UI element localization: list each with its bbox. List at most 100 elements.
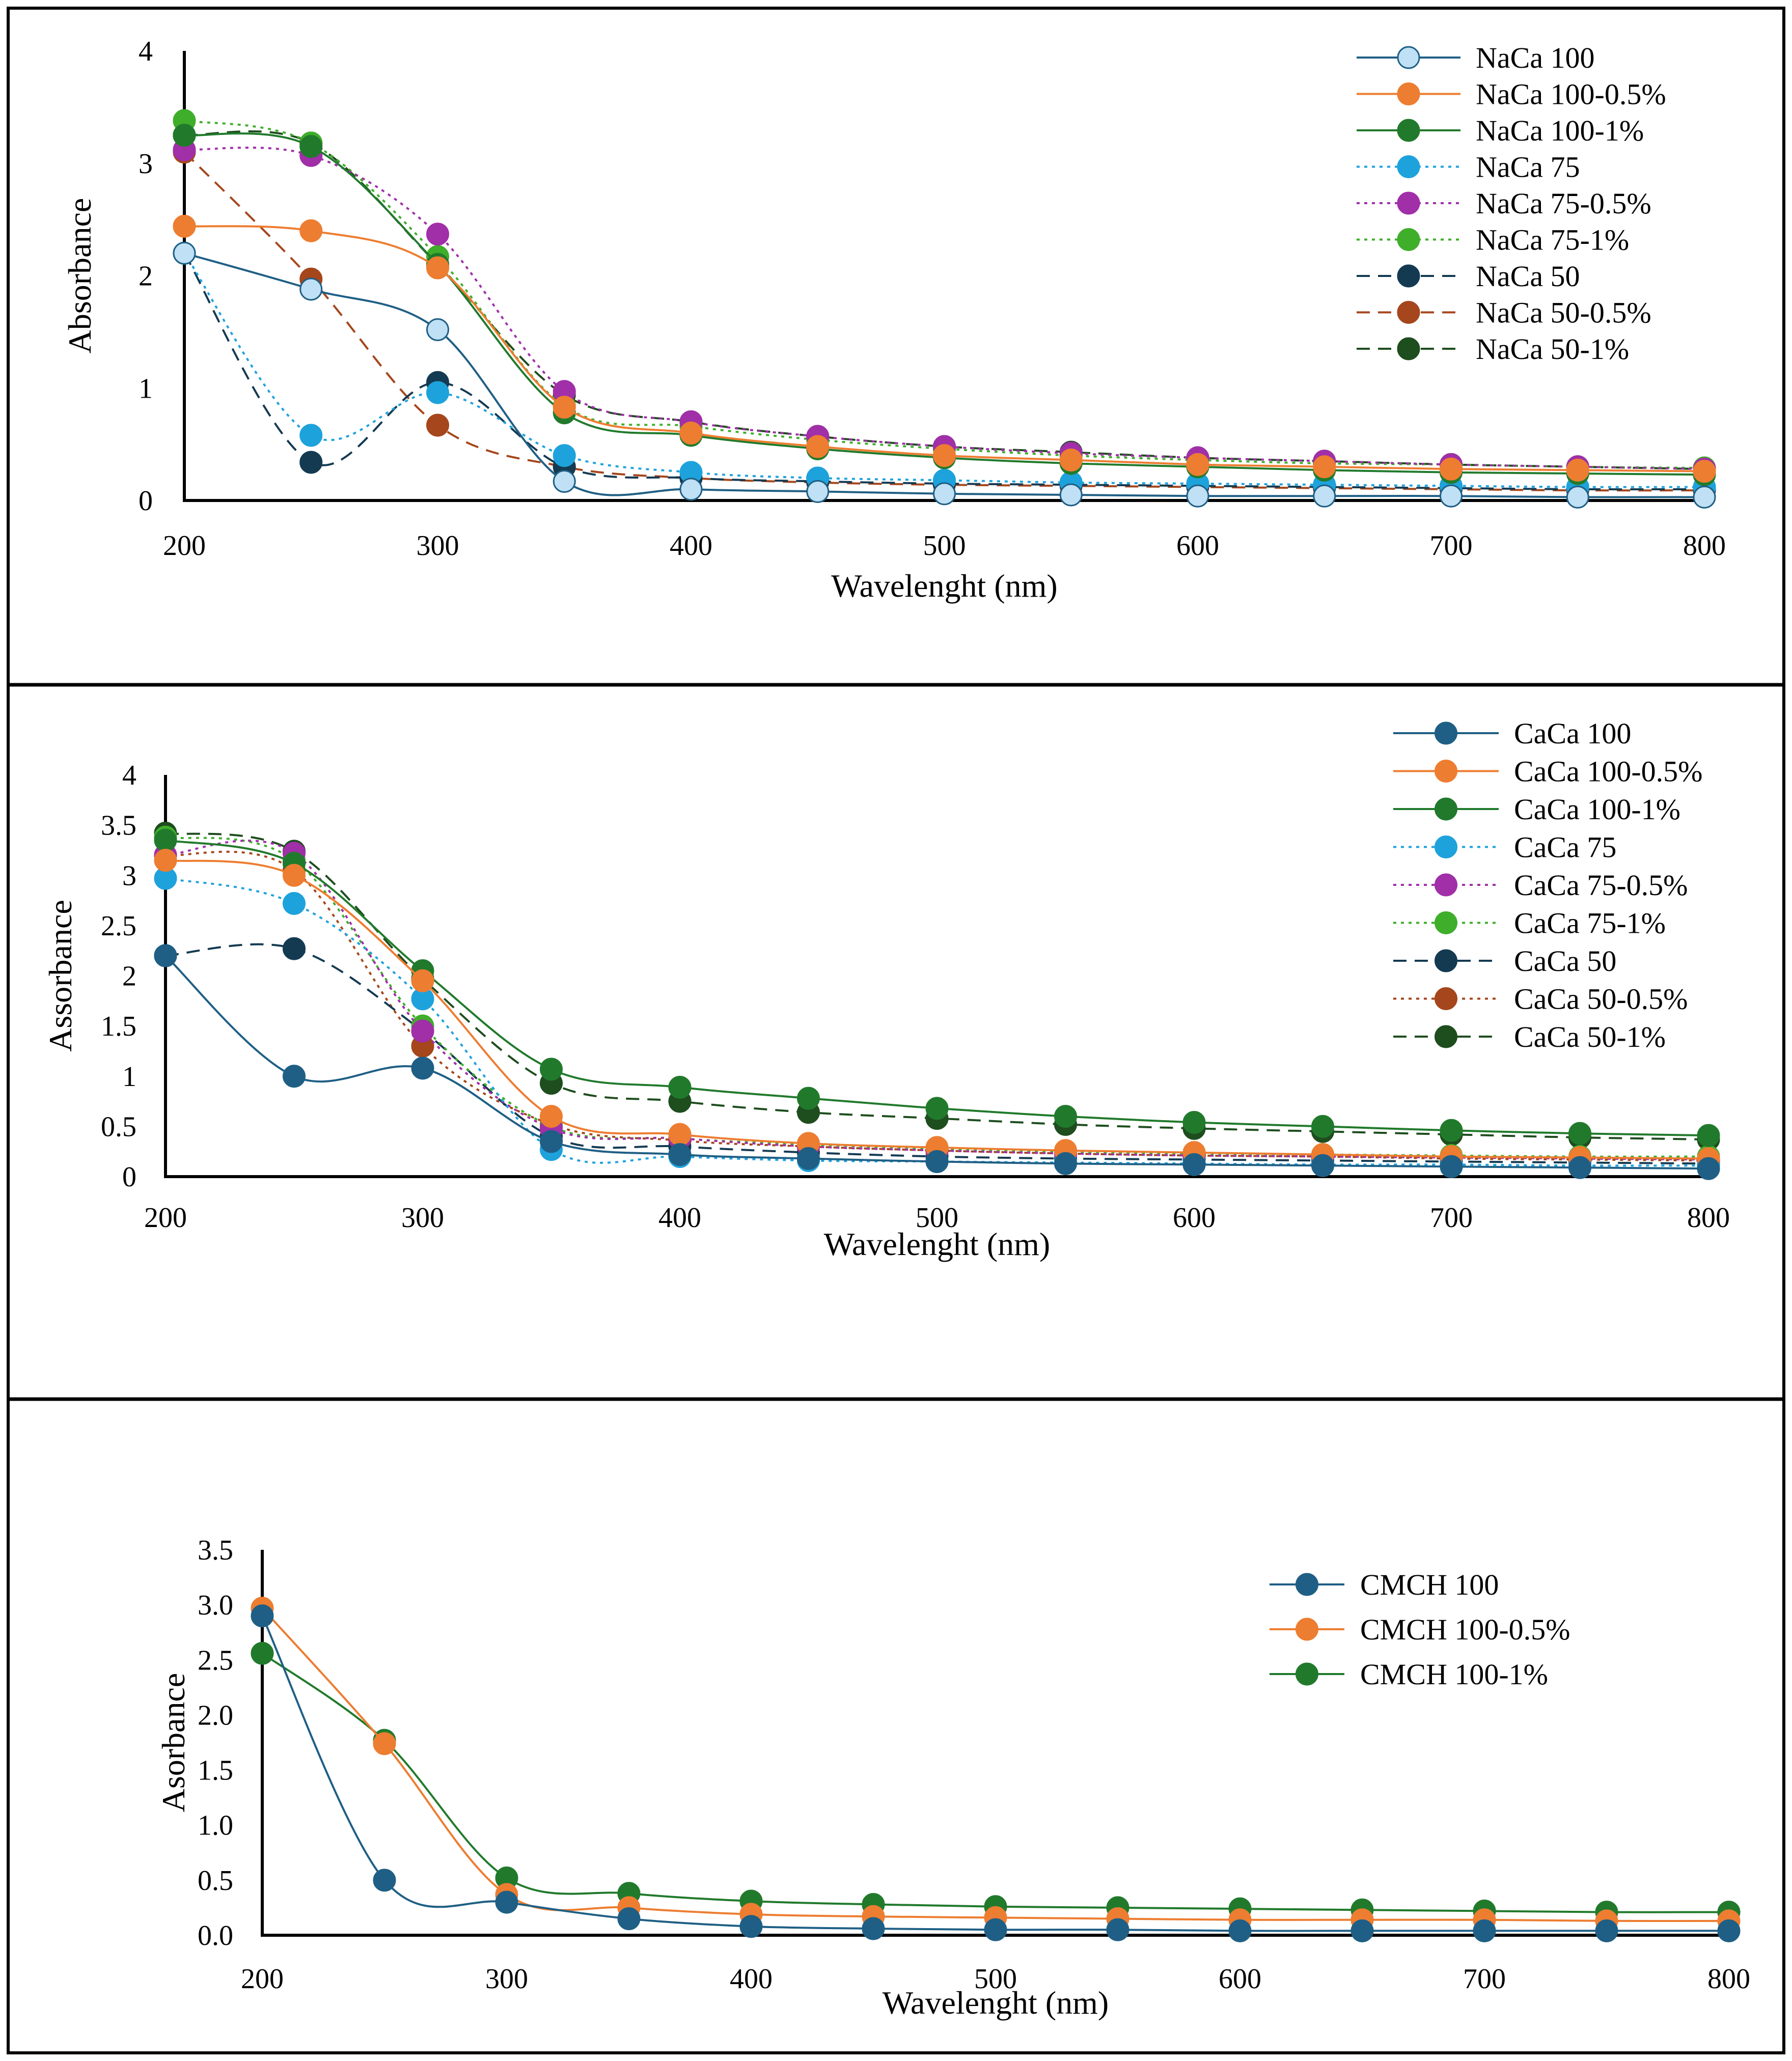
data-point <box>1697 1124 1720 1147</box>
y-tick-label: 1 <box>122 1061 136 1093</box>
data-point <box>154 849 177 872</box>
data-point <box>283 864 306 887</box>
series-cmch-100 <box>251 1604 1741 1942</box>
legend-label: NaCa 100-1% <box>1476 114 1644 147</box>
chart-panel-cmch: 200 300 400 500 600 700 800 0.0 0.5 1.0 1.5 2.0 2.5 3… <box>155 1535 1750 2021</box>
data-point <box>495 1890 518 1914</box>
y-tick-label: 4 <box>122 760 136 791</box>
data-point <box>1473 1919 1496 1942</box>
series-caca-75 <box>154 867 1720 1177</box>
data-point <box>251 1641 274 1665</box>
data-point <box>668 1075 692 1099</box>
x-tick-label: 300 <box>417 530 459 562</box>
data-point <box>553 469 576 493</box>
y-tick-label: 0 <box>122 1161 136 1193</box>
x-tick-label: 600 <box>1219 1963 1261 1995</box>
data-point <box>154 828 177 852</box>
series-line <box>165 839 1709 1137</box>
data-point <box>1568 1122 1591 1145</box>
legend-label: NaCa 50-1% <box>1476 332 1629 366</box>
data-point <box>925 1097 949 1120</box>
data-point <box>1054 1152 1077 1175</box>
data-point <box>1059 483 1083 507</box>
legend-marker <box>1397 337 1420 360</box>
data-point <box>299 451 323 474</box>
data-point <box>540 1057 563 1081</box>
legend-label: CMCH 100 <box>1360 1568 1499 1601</box>
legend-marker <box>1435 760 1457 783</box>
data-point <box>1059 449 1083 472</box>
data-point <box>1717 1919 1741 1942</box>
legend-marker <box>1397 301 1420 324</box>
legend-marker <box>1397 264 1420 288</box>
x-tick-label: 200 <box>241 1963 284 1995</box>
data-point <box>739 1915 763 1938</box>
y-tick-label: 1.0 <box>198 1810 233 1842</box>
x-tick-label: 400 <box>730 1963 773 1995</box>
data-point <box>411 1056 434 1080</box>
legend-marker <box>1435 721 1457 745</box>
data-point <box>797 1087 820 1110</box>
series-caca-100 <box>154 944 1720 1180</box>
legend-label: NaCa 50 <box>1476 260 1580 293</box>
legend-marker <box>1435 949 1457 972</box>
x-tick-label: 400 <box>670 530 712 562</box>
data-point <box>553 396 576 419</box>
x-tick-label: 800 <box>1687 1202 1730 1234</box>
data-point <box>1311 1115 1334 1138</box>
data-point <box>1054 1105 1077 1128</box>
legend-marker <box>1397 191 1420 215</box>
data-point <box>933 444 956 467</box>
data-point <box>1693 485 1716 509</box>
x-tick-label: 500 <box>923 530 966 562</box>
y-tick-label: 2.5 <box>101 910 136 942</box>
x-tick-label: 700 <box>1430 1202 1473 1234</box>
legend-label: NaCa 75-0.5% <box>1476 187 1651 220</box>
data-point <box>299 277 323 301</box>
data-point <box>299 135 323 158</box>
legend-marker <box>1435 873 1457 897</box>
legend-marker <box>1435 797 1457 821</box>
legend-marker <box>1435 835 1457 858</box>
x-tick-label: 200 <box>144 1202 187 1234</box>
data-point <box>1693 460 1716 483</box>
chart-panel-naca: 200 300 400 500 600 700 800 0 1 2 3 4 Wavelenght (nm… <box>62 36 1726 604</box>
data-point <box>283 1065 306 1088</box>
legend-label: CaCa 100 <box>1514 717 1631 750</box>
data-point <box>173 241 196 265</box>
legend-marker <box>1397 155 1420 178</box>
y-tick-label: 4 <box>139 36 153 67</box>
figure-border <box>7 7 1785 2054</box>
y-tick-label: 0 <box>139 485 153 517</box>
legend-label: NaCa 100-0.5% <box>1476 78 1666 111</box>
data-point <box>173 124 196 147</box>
x-tick-label: 800 <box>1683 530 1726 562</box>
data-point <box>1697 1157 1720 1180</box>
data-point <box>1350 1919 1374 1942</box>
y-tick-label: 2 <box>139 261 153 292</box>
data-point <box>668 1143 692 1166</box>
data-point <box>1182 1153 1206 1176</box>
legend-label: CaCa 75-0.5% <box>1514 869 1688 902</box>
data-point <box>1106 1918 1129 1941</box>
legend-label: CaCa 50 <box>1514 944 1616 978</box>
series-naca-100-0-5- <box>173 214 1716 483</box>
legend-marker <box>1435 987 1457 1010</box>
y-tick-label: 1 <box>139 373 153 404</box>
chart-panel-caca: 200 300 400 500 600 700 800 0 0.5 1 1.5 2 2.5 3 3.5 4 Wa… <box>42 717 1730 1262</box>
legend-marker <box>1397 228 1420 251</box>
series-caca-100-1- <box>154 828 1720 1147</box>
data-point <box>426 318 449 341</box>
data-point <box>426 222 449 246</box>
legend-label: CaCa 50-0.5% <box>1514 983 1688 1016</box>
data-point <box>617 1907 641 1931</box>
y-tick-label: 3 <box>139 148 153 180</box>
y-tick-label: 2.5 <box>198 1645 233 1676</box>
data-point <box>540 1105 563 1128</box>
data-point <box>299 219 323 242</box>
data-point <box>299 424 323 447</box>
data-point <box>797 1147 820 1170</box>
legend-label: NaCa 50-0.5% <box>1476 296 1651 329</box>
y-tick-label: 2.0 <box>198 1700 233 1731</box>
